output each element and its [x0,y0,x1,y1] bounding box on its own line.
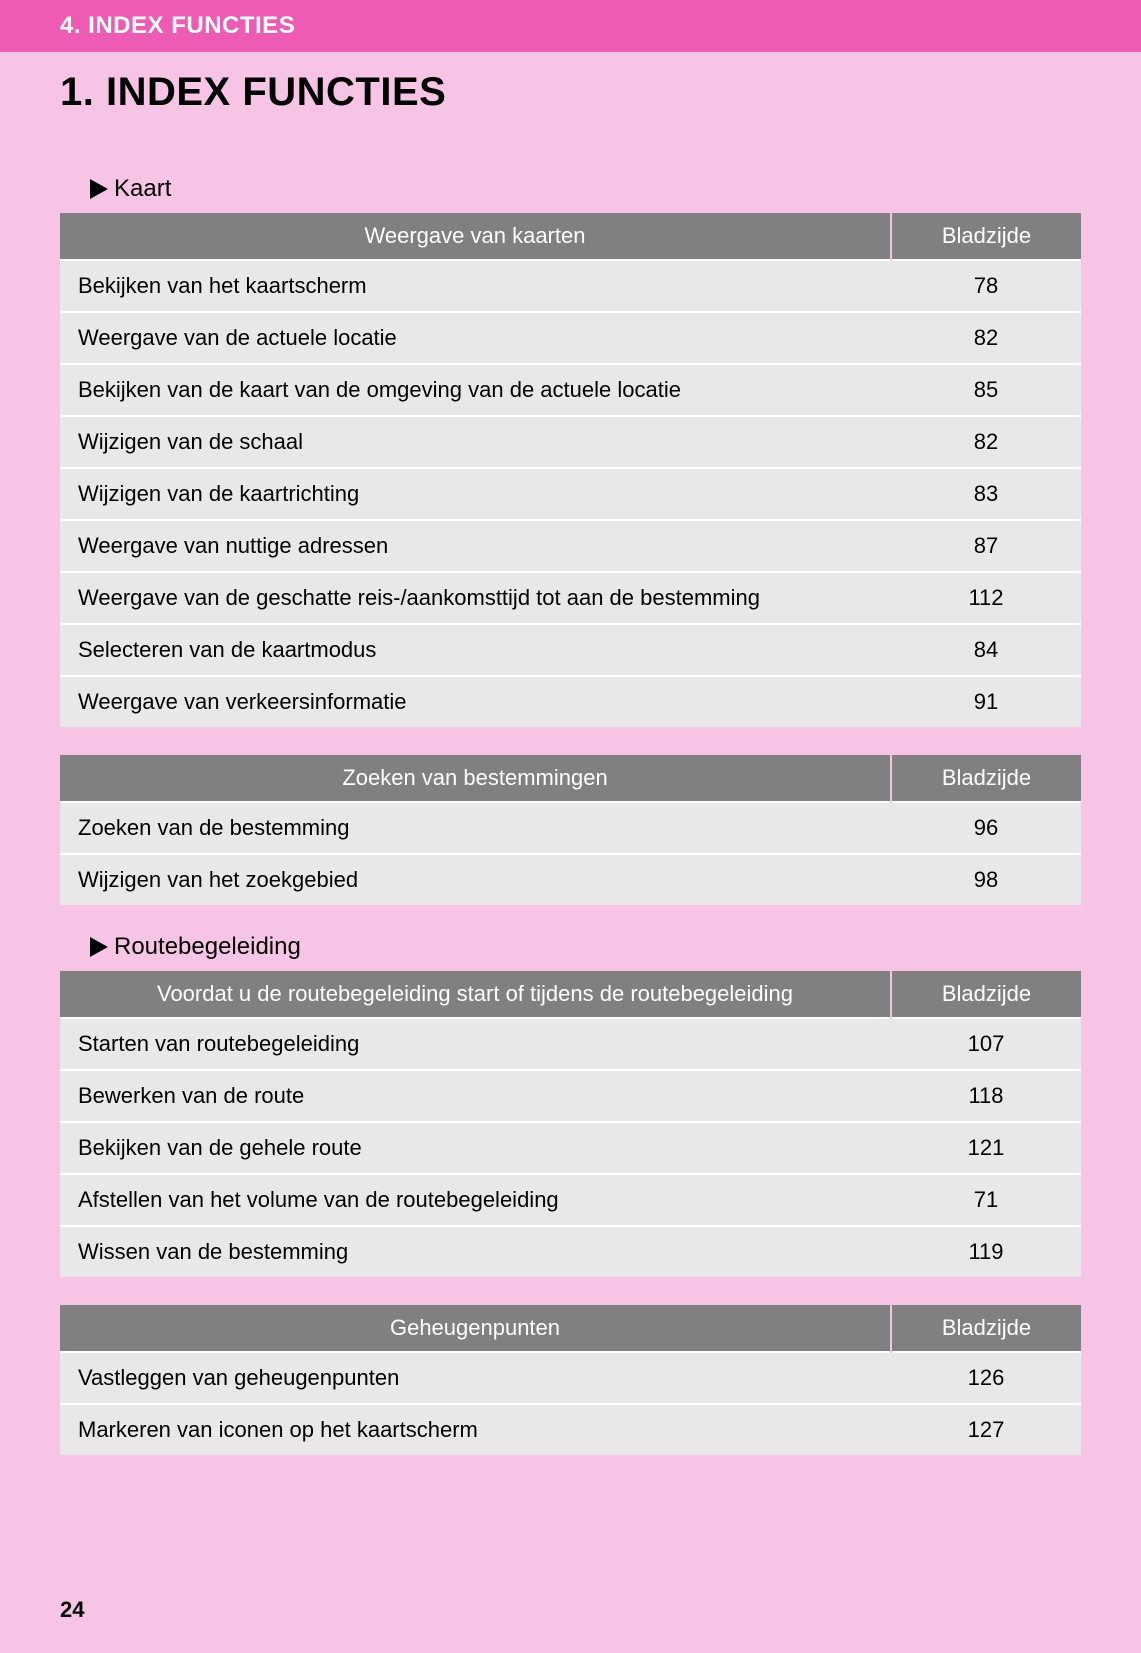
row-label: Zoeken van de bestemming [60,802,891,854]
row-label: Vastleggen van geheugenpunten [60,1352,891,1404]
triangle-icon [90,937,108,957]
table-row: Vastleggen van geheugenpunten126 [60,1352,1081,1404]
row-label: Afstellen van het volume van de routebeg… [60,1174,891,1226]
table-header-row: Voordat u de routebegeleiding start of t… [60,971,1081,1018]
row-label: Bekijken van de gehele route [60,1122,891,1174]
row-label: Weergave van nuttige adressen [60,520,891,572]
table-row: Zoeken van de bestemming96 [60,802,1081,854]
content-area: Kaart Weergave van kaarten Bladzijde Bek… [0,175,1141,1455]
section-title-label: Kaart [114,175,171,203]
table-header-page: Bladzijde [891,1305,1081,1352]
table-header-topic: Geheugenpunten [60,1305,891,1352]
row-page: 119 [891,1226,1081,1277]
row-label: Wijzigen van de schaal [60,416,891,468]
table-row: Bekijken van het kaartscherm78 [60,260,1081,312]
table-header-page: Bladzijde [891,971,1081,1018]
row-label: Weergave van de geschatte reis-/aankomst… [60,572,891,624]
row-page: 121 [891,1122,1081,1174]
row-label: Bekijken van het kaartscherm [60,260,891,312]
row-label: Bewerken van de route [60,1070,891,1122]
table-header-page: Bladzijde [891,755,1081,802]
row-label: Markeren van iconen op het kaartscherm [60,1404,891,1455]
table-row: Bekijken van de gehele route121 [60,1122,1081,1174]
table-row: Weergave van de actuele locatie82 [60,312,1081,364]
page-number: 24 [60,1597,84,1623]
row-page: 84 [891,624,1081,676]
index-table: Weergave van kaarten Bladzijde Bekijken … [60,213,1081,727]
page-title: 1. INDEX FUNCTIES [0,52,1141,155]
table-row: Bekijken van de kaart van de omgeving va… [60,364,1081,416]
table-row: Weergave van verkeersinformatie91 [60,676,1081,727]
row-page: 82 [891,416,1081,468]
row-label: Wijzigen van de kaartrichting [60,468,891,520]
section-title-kaart: Kaart [90,175,1081,203]
chapter-header: 4. INDEX FUNCTIES [0,0,1141,52]
table-header-topic: Voordat u de routebegeleiding start of t… [60,971,891,1018]
row-label: Wissen van de bestemming [60,1226,891,1277]
table-row: Selecteren van de kaartmodus84 [60,624,1081,676]
table-row: Afstellen van het volume van de routebeg… [60,1174,1081,1226]
section-title-label: Routebegeleiding [114,933,301,961]
table-row: Wijzigen van de schaal82 [60,416,1081,468]
table-header-topic: Weergave van kaarten [60,213,891,260]
row-page: 127 [891,1404,1081,1455]
row-label: Selecteren van de kaartmodus [60,624,891,676]
table-row: Markeren van iconen op het kaartscherm12… [60,1404,1081,1455]
row-label: Bekijken van de kaart van de omgeving va… [60,364,891,416]
table-row: Bewerken van de route118 [60,1070,1081,1122]
table-row: Wijzigen van de kaartrichting83 [60,468,1081,520]
row-page: 107 [891,1018,1081,1070]
index-table: Zoeken van bestemmingen Bladzijde Zoeken… [60,755,1081,905]
row-page: 118 [891,1070,1081,1122]
row-page: 82 [891,312,1081,364]
row-page: 87 [891,520,1081,572]
table-header-row: Zoeken van bestemmingen Bladzijde [60,755,1081,802]
row-label: Weergave van verkeersinformatie [60,676,891,727]
row-page: 96 [891,802,1081,854]
page-container: 4. INDEX FUNCTIES 1. INDEX FUNCTIES Kaar… [0,0,1141,1653]
table-row: Wissen van de bestemming119 [60,1226,1081,1277]
row-label: Starten van routebegeleiding [60,1018,891,1070]
table-row: Wijzigen van het zoekgebied98 [60,854,1081,905]
row-page: 91 [891,676,1081,727]
table-header-topic: Zoeken van bestemmingen [60,755,891,802]
row-page: 126 [891,1352,1081,1404]
row-page: 98 [891,854,1081,905]
table-row: Weergave van de geschatte reis-/aankomst… [60,572,1081,624]
table-row: Starten van routebegeleiding107 [60,1018,1081,1070]
row-page: 83 [891,468,1081,520]
row-page: 71 [891,1174,1081,1226]
row-label: Wijzigen van het zoekgebied [60,854,891,905]
table-header-row: Geheugenpunten Bladzijde [60,1305,1081,1352]
row-page: 85 [891,364,1081,416]
index-table: Geheugenpunten Bladzijde Vastleggen van … [60,1305,1081,1455]
row-label: Weergave van de actuele locatie [60,312,891,364]
section-title-routebegeleiding: Routebegeleiding [90,933,1081,961]
table-header-page: Bladzijde [891,213,1081,260]
row-page: 112 [891,572,1081,624]
triangle-icon [90,179,108,199]
table-header-row: Weergave van kaarten Bladzijde [60,213,1081,260]
index-table: Voordat u de routebegeleiding start of t… [60,971,1081,1277]
table-row: Weergave van nuttige adressen87 [60,520,1081,572]
row-page: 78 [891,260,1081,312]
